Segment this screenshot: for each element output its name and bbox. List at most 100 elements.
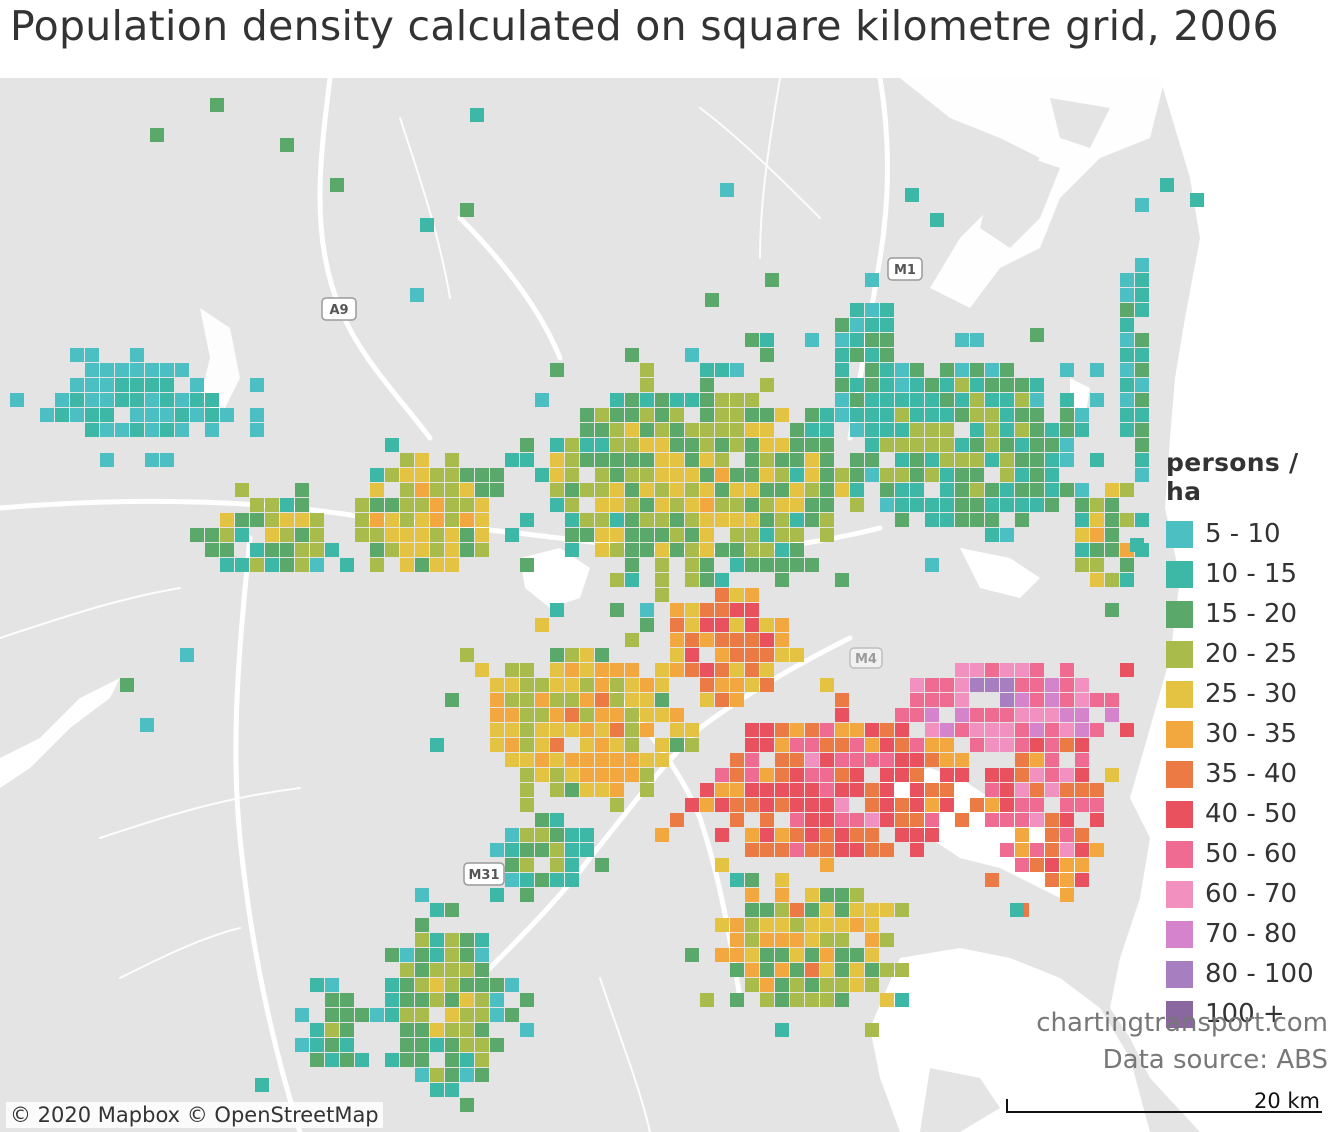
density-cell[interactable] — [415, 963, 429, 977]
density-cell[interactable] — [850, 768, 864, 782]
density-cell[interactable] — [700, 603, 714, 617]
density-cell[interactable] — [595, 783, 609, 797]
density-cell[interactable] — [760, 663, 774, 677]
density-cell[interactable] — [535, 678, 549, 692]
density-cell[interactable] — [505, 828, 519, 842]
density-cell[interactable] — [115, 393, 129, 407]
density-cell[interactable] — [745, 543, 759, 557]
density-cell[interactable] — [820, 978, 834, 992]
density-cell[interactable] — [805, 813, 819, 827]
density-cell[interactable] — [460, 963, 474, 977]
density-cell[interactable] — [85, 378, 99, 392]
density-cell[interactable] — [910, 828, 924, 842]
density-cell[interactable] — [580, 738, 594, 752]
density-cell[interactable] — [445, 1008, 459, 1022]
density-cell[interactable] — [1090, 843, 1104, 857]
density-cell[interactable] — [1030, 453, 1044, 467]
density-cell[interactable] — [790, 423, 804, 437]
density-cell[interactable] — [460, 1098, 474, 1112]
density-cell[interactable] — [1060, 678, 1074, 692]
density-cell[interactable] — [835, 378, 849, 392]
density-cell[interactable] — [565, 858, 579, 872]
density-cell[interactable] — [145, 423, 159, 437]
density-cell[interactable] — [100, 453, 114, 467]
density-cell[interactable] — [175, 393, 189, 407]
density-cell[interactable] — [1030, 438, 1044, 452]
density-cell[interactable] — [790, 438, 804, 452]
density-cell[interactable] — [430, 978, 444, 992]
density-cell[interactable] — [1060, 453, 1074, 467]
density-cell[interactable] — [730, 363, 744, 377]
density-cell[interactable] — [295, 1008, 309, 1022]
density-cell[interactable] — [805, 453, 819, 467]
density-cell[interactable] — [1120, 318, 1134, 332]
density-cell[interactable] — [850, 738, 864, 752]
density-cell[interactable] — [835, 798, 849, 812]
density-cell[interactable] — [865, 738, 879, 752]
density-cell[interactable] — [820, 768, 834, 782]
density-cell[interactable] — [235, 483, 249, 497]
density-cell[interactable] — [805, 948, 819, 962]
density-cell[interactable] — [1060, 663, 1074, 677]
density-cell[interactable] — [805, 963, 819, 977]
density-cell[interactable] — [865, 783, 879, 797]
density-cell[interactable] — [470, 108, 484, 122]
density-cell[interactable] — [445, 468, 459, 482]
density-cell[interactable] — [550, 858, 564, 872]
density-cell[interactable] — [475, 528, 489, 542]
density-cell[interactable] — [250, 498, 264, 512]
density-cell[interactable] — [85, 363, 99, 377]
density-cell[interactable] — [775, 933, 789, 947]
density-cell[interactable] — [910, 798, 924, 812]
density-cell[interactable] — [580, 438, 594, 452]
density-cell[interactable] — [250, 513, 264, 527]
density-cell[interactable] — [1015, 813, 1029, 827]
density-cell[interactable] — [220, 513, 234, 527]
density-cell[interactable] — [775, 468, 789, 482]
density-cell[interactable] — [490, 723, 504, 737]
density-cell[interactable] — [445, 948, 459, 962]
density-cell[interactable] — [720, 183, 734, 197]
density-cell[interactable] — [595, 738, 609, 752]
density-cell[interactable] — [550, 738, 564, 752]
density-cell[interactable] — [430, 903, 444, 917]
density-cell[interactable] — [820, 963, 834, 977]
density-cell[interactable] — [670, 738, 684, 752]
density-cell[interactable] — [730, 438, 744, 452]
density-cell[interactable] — [1075, 693, 1089, 707]
density-cell[interactable] — [565, 693, 579, 707]
density-cell[interactable] — [475, 1068, 489, 1082]
density-cell[interactable] — [730, 993, 744, 1007]
density-cell[interactable] — [910, 423, 924, 437]
density-cell[interactable] — [1045, 693, 1059, 707]
density-cell[interactable] — [865, 933, 879, 947]
density-cell[interactable] — [430, 1038, 444, 1052]
density-cell[interactable] — [745, 843, 759, 857]
density-cell[interactable] — [955, 678, 969, 692]
density-cell[interactable] — [835, 708, 849, 722]
density-cell[interactable] — [685, 348, 699, 362]
density-cell[interactable] — [745, 963, 759, 977]
density-cell[interactable] — [820, 948, 834, 962]
density-cell[interactable] — [460, 468, 474, 482]
density-cell[interactable] — [955, 393, 969, 407]
density-cell[interactable] — [685, 423, 699, 437]
density-cell[interactable] — [1120, 393, 1134, 407]
density-cell[interactable] — [655, 408, 669, 422]
density-cell[interactable] — [610, 693, 624, 707]
density-cell[interactable] — [760, 453, 774, 467]
density-cell[interactable] — [625, 498, 639, 512]
density-cell[interactable] — [460, 528, 474, 542]
density-cell[interactable] — [1060, 828, 1074, 842]
density-cell[interactable] — [760, 828, 774, 842]
density-cell[interactable] — [445, 1053, 459, 1067]
density-cell[interactable] — [790, 978, 804, 992]
density-cell[interactable] — [760, 633, 774, 647]
density-cell[interactable] — [730, 873, 744, 887]
density-cell[interactable] — [715, 393, 729, 407]
density-cell[interactable] — [1015, 708, 1029, 722]
density-cell[interactable] — [1135, 453, 1149, 467]
density-cell[interactable] — [1120, 663, 1134, 677]
density-cell[interactable] — [1030, 663, 1044, 677]
density-cell[interactable] — [760, 438, 774, 452]
